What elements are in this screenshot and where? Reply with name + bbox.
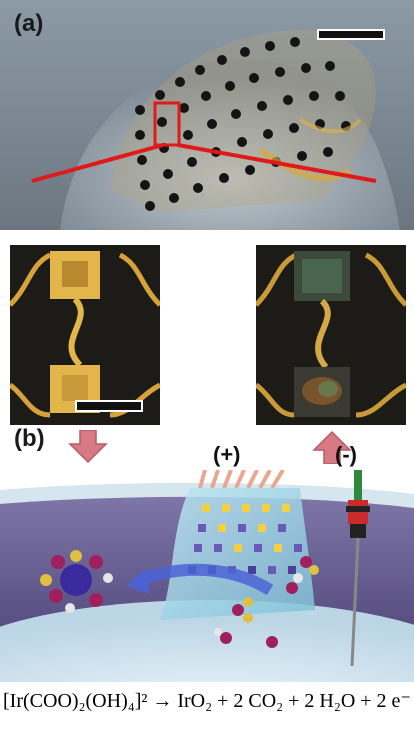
negative-electrode-label: (-) (335, 442, 357, 467)
panel-a-photo (0, 0, 414, 230)
reaction-equation: [Ir(COO)₂(OH)₄]² → IrO₂ + 2 CO₂ + 2 H₂O … (3, 690, 411, 712)
panel-a-label: (a) (14, 10, 44, 37)
positive-electrode-label: (+) (213, 442, 241, 467)
down-arrow (68, 430, 108, 464)
electrodeposition-schematic (0, 470, 414, 682)
zoom-highlight-box (153, 101, 181, 147)
scale-bar-a (317, 29, 385, 40)
panel-b-label: (b) (14, 425, 45, 452)
up-arrow (312, 430, 352, 464)
flexible-substrate (160, 488, 315, 620)
micrograph-before (10, 245, 160, 425)
zoom-lines (31, 143, 377, 183)
iridium-complex-molecule (40, 550, 113, 613)
current-flow-arrow (137, 563, 274, 596)
counter-electrode (346, 470, 370, 667)
scale-bar-b (75, 400, 143, 412)
electrode-pad-grid (135, 37, 351, 211)
product-molecules (214, 556, 319, 648)
micrograph-after (256, 245, 406, 425)
